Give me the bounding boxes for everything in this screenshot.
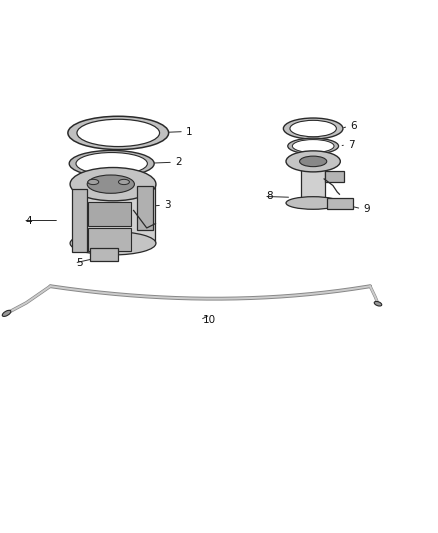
Text: 6: 6 <box>350 122 357 131</box>
Ellipse shape <box>290 120 336 137</box>
Polygon shape <box>72 189 87 252</box>
Ellipse shape <box>374 302 382 306</box>
Ellipse shape <box>87 175 134 193</box>
Polygon shape <box>137 187 153 230</box>
Ellipse shape <box>288 138 339 154</box>
Ellipse shape <box>286 197 340 209</box>
FancyBboxPatch shape <box>327 198 353 209</box>
Text: 5: 5 <box>77 258 83 268</box>
Ellipse shape <box>69 150 154 177</box>
Ellipse shape <box>286 151 340 172</box>
FancyBboxPatch shape <box>325 171 344 182</box>
Text: 1: 1 <box>186 127 193 136</box>
Ellipse shape <box>283 118 343 139</box>
Ellipse shape <box>77 119 159 147</box>
FancyBboxPatch shape <box>90 248 118 261</box>
Ellipse shape <box>70 232 156 255</box>
Polygon shape <box>88 228 131 251</box>
Ellipse shape <box>70 167 156 201</box>
Ellipse shape <box>2 310 11 317</box>
Text: 9: 9 <box>364 204 370 214</box>
Ellipse shape <box>300 156 327 167</box>
Text: 10: 10 <box>202 315 215 325</box>
Text: 2: 2 <box>175 157 182 167</box>
Text: 7: 7 <box>348 140 355 150</box>
Polygon shape <box>74 184 155 243</box>
Ellipse shape <box>76 152 147 175</box>
Ellipse shape <box>68 116 169 150</box>
Polygon shape <box>301 161 325 203</box>
Ellipse shape <box>88 179 99 184</box>
Text: 8: 8 <box>266 191 273 201</box>
Ellipse shape <box>292 140 334 152</box>
Text: 3: 3 <box>164 200 171 210</box>
Polygon shape <box>88 201 131 226</box>
Ellipse shape <box>118 179 130 184</box>
Text: 4: 4 <box>25 215 32 225</box>
